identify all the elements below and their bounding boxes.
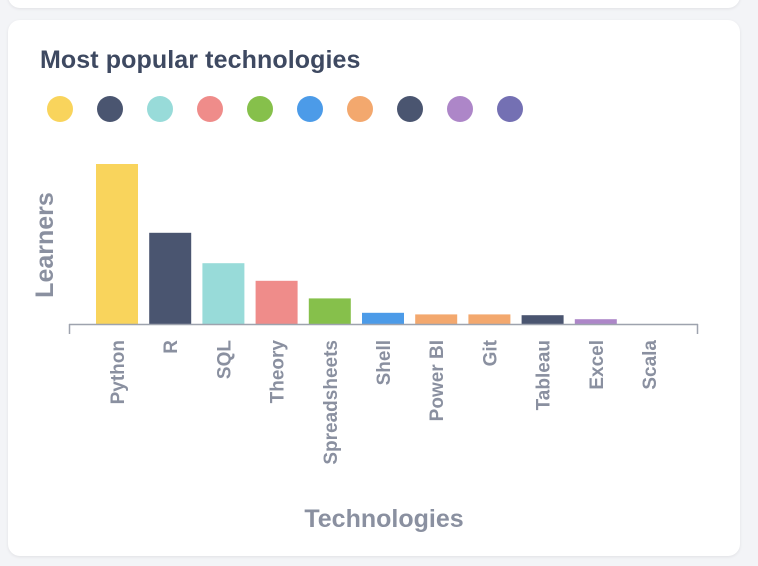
bar-spreadsheets[interactable]: [308, 298, 351, 324]
bar-git[interactable]: [468, 314, 511, 324]
bar-excel[interactable]: [574, 319, 617, 324]
bar-tableau[interactable]: [521, 315, 564, 324]
legend-dot: [247, 96, 273, 122]
x-tick-label: SQL: [214, 340, 235, 379]
x-tick-label: Theory: [268, 340, 289, 404]
x-axis-title: Technologies: [304, 505, 463, 533]
y-axis-title: Learners: [31, 192, 59, 298]
bar-r[interactable]: [149, 232, 192, 324]
x-tick-label: R: [161, 340, 182, 354]
x-tick-label: Power BI: [427, 340, 448, 421]
bar-power-bi[interactable]: [415, 314, 458, 324]
x-tick-label: Scala: [640, 340, 661, 390]
legend-dot: [97, 96, 123, 122]
legend-dot: [297, 96, 323, 122]
x-tick-label: Tableau: [534, 340, 555, 410]
bar-sql[interactable]: [202, 263, 245, 324]
legend-dot: [397, 96, 423, 122]
bar-shell[interactable]: [362, 312, 404, 324]
card-title: Most popular technologies: [40, 46, 361, 74]
x-tick-label: Spreadsheets: [321, 340, 342, 465]
x-tick-label: Excel: [587, 340, 608, 390]
previous-card: [8, 0, 740, 8]
legend-dot: [497, 96, 523, 122]
bar-theory[interactable]: [255, 280, 298, 324]
x-tick-label: Shell: [374, 340, 395, 385]
x-tick-label: Python: [108, 340, 129, 404]
legend-dot: [347, 96, 373, 122]
legend-dot: [447, 96, 473, 122]
x-tick-label: Git: [480, 339, 501, 366]
legend-dot: [197, 96, 223, 122]
legend-dot: [47, 96, 73, 122]
bar-python[interactable]: [96, 164, 138, 324]
legend-dot: [147, 96, 173, 122]
